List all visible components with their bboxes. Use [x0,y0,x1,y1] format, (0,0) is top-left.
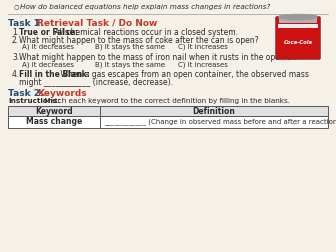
Text: ○: ○ [14,4,19,9]
FancyBboxPatch shape [276,16,321,59]
Text: might ____________ (increase, decrease).: might ____________ (increase, decrease). [19,78,173,87]
Text: Match each keyword to the correct definition by filling in the blanks.: Match each keyword to the correct defini… [42,98,290,104]
Text: 4.: 4. [12,70,19,79]
Text: Retrieval Task / Do Now: Retrieval Task / Do Now [37,19,157,28]
Text: Definition: Definition [193,107,236,115]
Bar [100,106,328,116]
Text: What might happen to the mass of coke after the can is open?: What might happen to the mass of coke af… [19,36,259,45]
Bar [8,106,100,116]
Text: How do balanced equations help explain mass changes in reactions?: How do balanced equations help explain m… [20,4,270,10]
Text: 1.: 1. [12,28,19,37]
Text: Keyword: Keyword [35,107,73,115]
Text: B) It stays the same: B) It stays the same [95,61,165,68]
Text: Fill in the Blank:: Fill in the Blank: [19,70,90,79]
Text: True or False:: True or False: [19,28,78,37]
Text: C) It increases: C) It increases [178,61,228,68]
Text: Task 2:: Task 2: [8,89,47,98]
Text: Task 1:: Task 1: [8,19,47,28]
Text: 3.: 3. [12,53,19,62]
Text: Mass change: Mass change [26,117,82,127]
Bar [8,116,100,128]
Text: What might happen to the mass of iron nail when it rusts in the open air?: What might happen to the mass of iron na… [19,53,301,62]
Text: A) It decreases: A) It decreases [22,44,74,50]
Text: C) It increases: C) It increases [178,44,228,50]
Ellipse shape [279,15,317,19]
Text: All chemical reactions occur in a closed system.: All chemical reactions occur in a closed… [52,28,238,37]
Text: Coca-Cola: Coca-Cola [284,40,312,45]
Bar [278,24,318,28]
Text: ____________ (Change in observed mass before and after a reaction): ____________ (Change in observed mass be… [104,119,336,125]
Text: A) It decreases: A) It decreases [22,61,74,68]
Text: Keywords: Keywords [37,89,87,98]
Text: Instructions:: Instructions: [8,98,60,104]
Text: B) It stays the same: B) It stays the same [95,44,165,50]
Text: When a gas escapes from an open container, the observed mass: When a gas escapes from an open containe… [58,70,309,79]
Text: 2.: 2. [12,36,19,45]
Bar [100,116,328,128]
Bar [279,15,317,23]
